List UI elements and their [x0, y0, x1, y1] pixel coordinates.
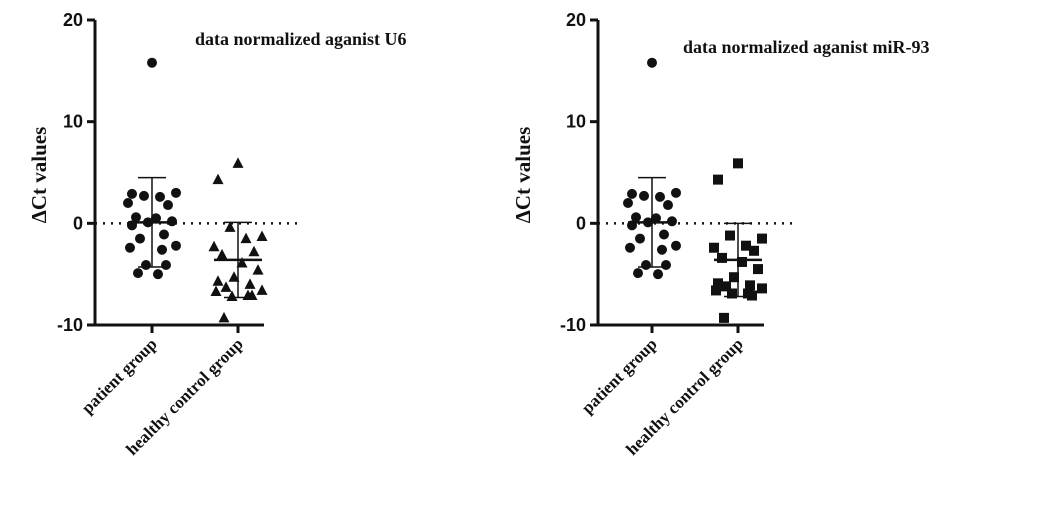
data-point — [208, 240, 220, 252]
data-point — [236, 256, 248, 268]
category-label: patient group — [78, 334, 161, 417]
data-point — [737, 256, 747, 267]
panel-title: data normalized aganist U6 — [195, 29, 407, 49]
data-point — [133, 268, 143, 279]
data-point — [123, 198, 133, 208]
y-tick-label: -10 — [57, 315, 83, 335]
data-point — [749, 245, 759, 256]
data-point — [655, 191, 665, 202]
data-point — [212, 173, 224, 185]
panel-title: data normalized aganist miR-93 — [683, 37, 930, 57]
data-point — [157, 244, 167, 255]
data-point — [252, 264, 264, 275]
data-point — [212, 275, 224, 286]
y-axis-title: ΔCt values — [511, 127, 535, 224]
y-tick-label: 10 — [566, 112, 586, 132]
data-point — [216, 248, 228, 260]
data-point — [631, 212, 641, 223]
data-point — [210, 285, 222, 296]
data-point — [757, 283, 767, 294]
data-point — [711, 285, 721, 296]
data-point — [641, 260, 651, 271]
data-point — [647, 57, 657, 68]
data-point — [151, 213, 161, 224]
data-point — [713, 174, 723, 185]
data-point — [248, 245, 260, 257]
data-point — [127, 188, 137, 199]
data-point — [661, 260, 671, 271]
data-point — [733, 158, 743, 169]
data-point — [244, 278, 256, 289]
data-point — [161, 260, 171, 271]
data-point — [224, 221, 236, 232]
data-point — [639, 190, 649, 201]
data-point — [725, 230, 735, 241]
data-point — [171, 240, 181, 251]
data-point — [256, 284, 268, 295]
y-tick-label: 10 — [63, 112, 83, 132]
y-tick-label: 0 — [576, 213, 586, 233]
data-point — [220, 281, 232, 292]
y-axis-title: ΔCt values — [27, 127, 51, 224]
data-point — [623, 198, 633, 208]
data-point — [727, 288, 737, 299]
y-tick-label: -10 — [560, 315, 586, 335]
data-point — [671, 187, 681, 198]
data-point — [159, 229, 169, 240]
data-point — [240, 232, 252, 244]
chart-panel-mir93: data normalized aganist miR-93 ΔCt value… — [511, 10, 930, 459]
data-point — [135, 233, 145, 244]
data-point — [741, 240, 751, 251]
category-label: patient group — [578, 334, 661, 417]
data-point — [139, 190, 149, 201]
data-point — [627, 188, 637, 199]
data-point — [256, 230, 268, 242]
data-point — [226, 290, 238, 302]
data-point — [625, 242, 635, 253]
data-point — [125, 242, 135, 253]
data-point — [659, 229, 669, 240]
data-point — [232, 157, 244, 168]
data-point — [721, 281, 731, 292]
y-tick-label: 20 — [63, 10, 83, 30]
data-point — [747, 290, 757, 301]
data-point — [753, 264, 763, 275]
y-tick-label: 0 — [73, 213, 83, 233]
data-point — [141, 260, 151, 271]
data-point — [757, 233, 767, 244]
data-point — [153, 269, 163, 280]
data-point — [653, 269, 663, 280]
data-point — [729, 272, 739, 283]
data-point — [713, 278, 723, 289]
data-point — [635, 233, 645, 244]
data-point — [163, 200, 173, 211]
data-point — [131, 212, 141, 223]
data-point — [171, 187, 181, 198]
data-point — [228, 271, 240, 282]
chart-panel-u6: data normalized aganist U6 ΔCt values 20… — [27, 10, 407, 459]
y-tick-label: 20 — [566, 10, 586, 30]
data-point — [155, 191, 165, 202]
data-point — [717, 252, 727, 263]
data-point — [663, 200, 673, 211]
data-point — [709, 242, 719, 253]
data-point — [671, 240, 681, 251]
data-point — [657, 244, 667, 255]
data-point — [745, 280, 755, 291]
data-point — [147, 57, 157, 68]
data-point — [633, 268, 643, 279]
data-point — [651, 213, 661, 224]
data-point — [719, 312, 729, 323]
data-point — [218, 311, 230, 323]
